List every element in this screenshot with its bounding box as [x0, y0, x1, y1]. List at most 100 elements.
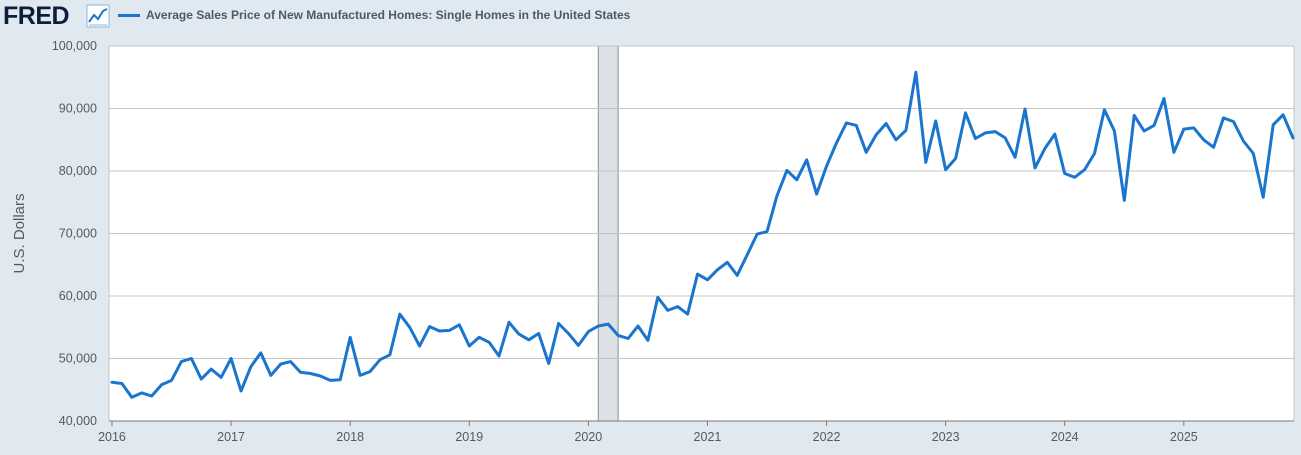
x-tick-label: 2018: [336, 430, 364, 444]
data-point: [1123, 199, 1126, 202]
data-point: [418, 344, 421, 348]
data-point: [487, 341, 491, 344]
data-point: [567, 332, 570, 335]
data-point: [1003, 136, 1007, 140]
data-point: [309, 372, 312, 375]
data-point: [616, 334, 620, 337]
data-point: [855, 124, 858, 127]
data-point: [1291, 136, 1295, 140]
data-point: [726, 261, 729, 264]
data-point: [1133, 114, 1136, 117]
data-point: [517, 332, 521, 336]
y-tick-label: 60,000: [59, 289, 97, 303]
data-point: [686, 312, 689, 316]
data-point: [805, 158, 808, 161]
data-point: [626, 337, 630, 340]
data-point: [1242, 139, 1245, 143]
data-point: [1172, 151, 1176, 154]
data-point: [210, 367, 213, 371]
y-axis-title: U.S. Dollars: [11, 193, 28, 273]
data-point: [1232, 120, 1235, 123]
data-point: [1252, 152, 1255, 155]
x-tick-label: 2019: [455, 430, 483, 444]
data-point: [1271, 123, 1275, 126]
y-tick-label: 40,000: [59, 414, 97, 428]
data-point: [1083, 168, 1086, 171]
data-point: [507, 321, 511, 324]
data-point: [1113, 129, 1116, 133]
data-point: [1281, 113, 1285, 116]
data-point: [477, 336, 481, 339]
data-point: [924, 161, 927, 164]
data-point: [894, 138, 898, 141]
data-point: [1053, 132, 1057, 136]
data-point: [666, 309, 669, 312]
data-point: [636, 324, 640, 328]
x-tick-label: 2025: [1170, 430, 1198, 444]
data-point: [1013, 156, 1017, 159]
x-tick-label: 2016: [98, 430, 126, 444]
data-point: [676, 305, 679, 308]
x-tick-label: 2017: [217, 430, 245, 444]
data-point: [607, 322, 610, 326]
data-point: [368, 370, 372, 373]
data-point: [1182, 127, 1186, 131]
data-point: [696, 272, 699, 276]
data-point: [1142, 129, 1146, 133]
data-point: [428, 325, 431, 328]
y-tick-label: 100,000: [52, 39, 97, 53]
data-point: [200, 377, 203, 381]
data-point: [358, 374, 362, 377]
x-tick-label: 2023: [932, 430, 960, 444]
x-axis-ticks: 2016 2017 2018 2019 2020 2021 2022 2023 2024 2025: [98, 420, 1294, 444]
data-point: [1033, 166, 1037, 170]
data-point: [1023, 107, 1027, 111]
data-point: [835, 141, 838, 145]
data-point: [706, 278, 709, 281]
data-point: [219, 376, 223, 379]
data-point: [339, 378, 342, 381]
data-point: [736, 274, 739, 277]
data-point: [497, 354, 501, 358]
data-point: [577, 344, 580, 347]
x-tick-label: 2020: [574, 430, 602, 444]
data-point: [1073, 176, 1076, 179]
data-point: [329, 379, 332, 382]
data-point: [458, 323, 461, 326]
data-point: [140, 391, 143, 395]
data-point: [1192, 126, 1195, 130]
data-point: [547, 362, 550, 365]
y-tick-label: 50,000: [59, 352, 97, 366]
data-point: [656, 296, 660, 299]
data-point: [815, 192, 818, 196]
data-point: [130, 396, 134, 399]
data-point: [795, 178, 798, 181]
legend: Average Sales Price of New Manufactured …: [118, 8, 630, 22]
data-point: [557, 322, 560, 325]
data-point: [319, 374, 322, 378]
data-point: [180, 360, 183, 363]
data-point: [378, 358, 382, 361]
data-point: [944, 168, 947, 171]
data-point: [904, 129, 908, 132]
data-point: [150, 394, 153, 398]
line-chart-icon: [86, 4, 110, 28]
data-point: [398, 312, 401, 316]
data-point: [1152, 124, 1156, 127]
legend-swatch: [118, 13, 140, 17]
fred-logo[interactable]: FRED: [3, 2, 70, 30]
y-tick-label: 90,000: [59, 102, 97, 116]
x-tick-label: 2024: [1051, 430, 1079, 444]
y-tick-label: 70,000: [59, 227, 97, 241]
data-point: [884, 122, 888, 125]
data-point: [279, 362, 282, 366]
data-point: [239, 389, 243, 393]
data-point: [914, 71, 918, 74]
data-point: [865, 151, 868, 154]
data-point: [1043, 147, 1047, 150]
chart-header: FRED Average Sales Price of New Manufact…: [0, 0, 1301, 34]
series-layer: [110, 70, 1295, 399]
data-point: [438, 329, 441, 333]
data-point: [587, 330, 590, 333]
data-point: [537, 332, 540, 335]
